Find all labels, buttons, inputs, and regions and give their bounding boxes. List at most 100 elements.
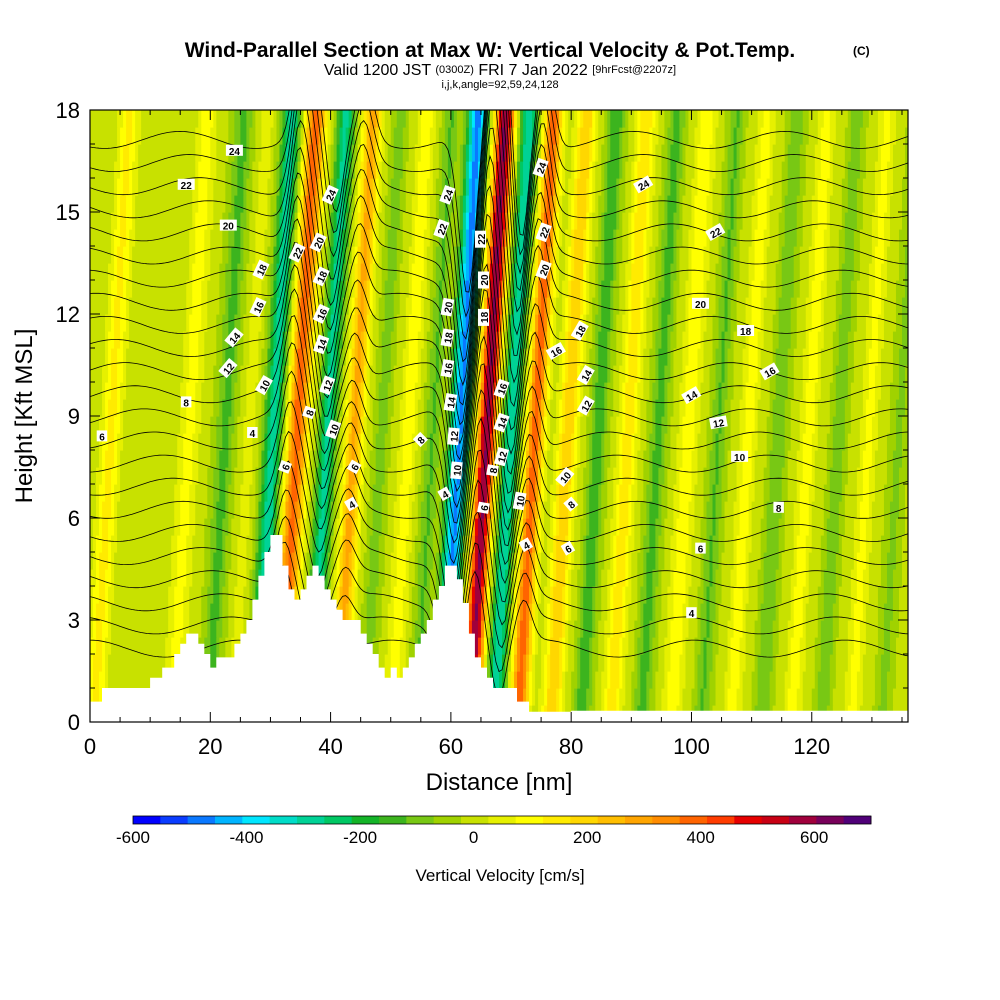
- velocity-cell: [895, 552, 903, 570]
- velocity-cell: [231, 365, 238, 383]
- velocity-cell: [105, 637, 112, 655]
- velocity-cell: [808, 246, 816, 264]
- velocity-cell: [862, 688, 876, 706]
- velocity-cell: [396, 314, 407, 332]
- velocity-cell: [895, 433, 903, 451]
- velocity-cell: [784, 212, 798, 230]
- velocity-cell: [856, 212, 864, 230]
- velocity-cell: [565, 569, 569, 587]
- velocity-cell: [288, 263, 293, 281]
- velocity-cell: [258, 433, 263, 451]
- velocity-cell: [535, 637, 539, 655]
- velocity-cell: [438, 450, 443, 468]
- velocity-cell: [775, 348, 789, 366]
- velocity-cell: [607, 348, 611, 366]
- velocity-cell: [123, 178, 130, 196]
- velocity-cell: [339, 569, 344, 587]
- velocity-cell: [550, 365, 554, 383]
- velocity-cell: [733, 246, 741, 264]
- velocity-cell: [258, 535, 263, 553]
- velocity-cell: [288, 433, 293, 451]
- velocity-cell: [553, 331, 557, 349]
- velocity-cell: [631, 314, 641, 332]
- velocity-cell: [489, 586, 494, 604]
- velocity-cell: [646, 416, 653, 434]
- velocity-cell: [303, 450, 308, 468]
- velocity-cell: [640, 518, 647, 536]
- velocity-cell: [679, 671, 687, 689]
- velocity-cell: [511, 297, 515, 315]
- velocity-cell: [601, 280, 611, 298]
- velocity-cell: [508, 331, 512, 349]
- velocity-cell: [477, 416, 482, 434]
- velocity-cell: [345, 382, 350, 400]
- velocity-cell: [408, 518, 413, 536]
- velocity-cell: [829, 229, 840, 247]
- velocity-cell: [535, 620, 539, 638]
- velocity-cell: [586, 178, 590, 196]
- velocity-cell: [814, 229, 825, 247]
- velocity-cell: [799, 416, 807, 434]
- velocity-cell: [577, 382, 581, 400]
- velocity-cell: [339, 467, 344, 485]
- velocity-cell: [835, 654, 849, 672]
- velocity-cell: [571, 467, 575, 485]
- velocity-cell: [526, 280, 530, 298]
- velocity-cell: [667, 348, 672, 366]
- velocity-cell: [462, 382, 467, 400]
- velocity-cell: [213, 178, 226, 196]
- velocity-cell: [694, 518, 702, 536]
- velocity-cell: [742, 382, 747, 400]
- velocity-cell: [613, 399, 620, 417]
- velocity-cell: [634, 382, 638, 400]
- velocity-cell: [165, 637, 172, 655]
- velocity-cell: [664, 399, 669, 417]
- velocity-cell: [417, 501, 422, 519]
- velocity-cell: [844, 212, 858, 230]
- velocity-cell: [393, 399, 401, 417]
- velocity-cell: [327, 246, 332, 264]
- velocity-cell: [640, 620, 644, 638]
- velocity-cell: [559, 416, 563, 434]
- velocity-cell: [201, 280, 208, 298]
- velocity-cell: [538, 348, 542, 366]
- velocity-cell: [763, 569, 777, 587]
- velocity-cell: [517, 467, 521, 485]
- velocity-cell: [547, 348, 551, 366]
- velocity-cell: [204, 263, 211, 281]
- velocity-cell: [718, 450, 726, 468]
- velocity-cell: [489, 433, 494, 451]
- velocity-cell: [826, 280, 837, 298]
- velocity-cell: [673, 569, 687, 587]
- velocity-cell: [616, 229, 623, 247]
- velocity-cell: [342, 450, 347, 468]
- velocity-cell: [351, 501, 356, 519]
- velocity-cell: [874, 654, 882, 672]
- velocity-cell: [505, 178, 509, 196]
- velocity-cell: [480, 399, 485, 417]
- velocity-cell: [598, 552, 605, 570]
- velocity-cell: [763, 501, 768, 519]
- velocity-cell: [736, 229, 741, 247]
- velocity-cell: [327, 484, 332, 502]
- velocity-cell: [294, 399, 302, 417]
- velocity-cell: [396, 552, 407, 570]
- velocity-cell: [105, 586, 109, 604]
- velocity-cell: [312, 246, 317, 264]
- velocity-cell: [661, 229, 669, 247]
- velocity-cell: [390, 450, 398, 468]
- velocity-cell: [258, 450, 263, 468]
- velocity-cell: [426, 263, 434, 281]
- velocity-cell: [631, 297, 641, 315]
- velocity-cell: [838, 586, 852, 604]
- velocity-cell: [817, 416, 831, 434]
- velocity-cell: [330, 450, 335, 468]
- velocity-cell: [706, 654, 714, 672]
- velocity-cell: [604, 518, 611, 536]
- velocity-cell: [207, 297, 220, 315]
- velocity-cell: [835, 365, 849, 383]
- velocity-cell: [132, 263, 190, 281]
- velocity-cell: [823, 246, 828, 264]
- velocity-cell: [99, 518, 103, 536]
- velocity-cell: [523, 484, 527, 502]
